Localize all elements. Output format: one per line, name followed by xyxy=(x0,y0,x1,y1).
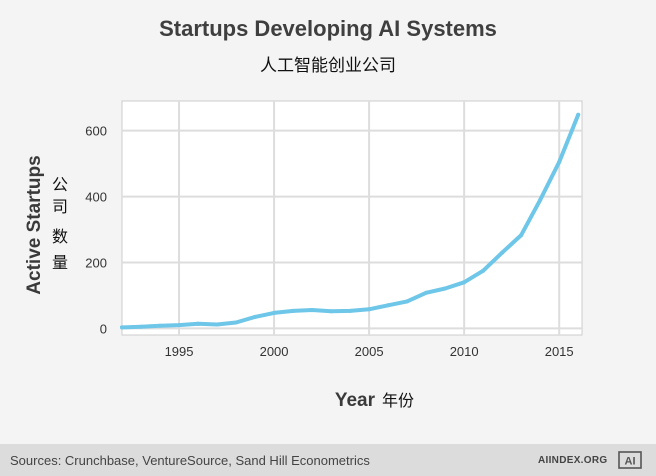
data-point-2008 xyxy=(424,290,429,295)
y-tick-label-200: 200 xyxy=(85,255,107,270)
y-axis-label-chinese: 公司数量 xyxy=(52,175,68,272)
data-point-1999 xyxy=(253,314,258,319)
data-point-1998 xyxy=(234,320,238,325)
data-point-2003 xyxy=(329,309,334,314)
line-chart: 1995 2000 2005 2010 2015 0 200 400 600 Active St… xyxy=(24,100,583,411)
data-point-2013 xyxy=(519,233,524,238)
site-link[interactable]: AIINDEX.ORG xyxy=(538,455,608,466)
x-tick-label-2010: 2010 xyxy=(450,344,479,359)
data-point-2004 xyxy=(348,308,353,313)
chart-title: Startups Developing AI Systems xyxy=(159,16,497,41)
data-point-2016 xyxy=(576,112,581,117)
data-point-2010 xyxy=(462,280,467,285)
y-tick-label-0: 0 xyxy=(100,321,107,336)
data-point-2014 xyxy=(538,197,543,202)
grid-lines xyxy=(122,101,582,335)
y-tick-label-400: 400 xyxy=(85,190,107,205)
data-point-2005 xyxy=(367,307,372,312)
y-axis-label: Active Startups xyxy=(24,155,45,294)
data-point-1997 xyxy=(215,322,219,327)
y-tick-label-600: 600 xyxy=(85,124,107,139)
data-point-1995 xyxy=(177,323,181,328)
data-point-2007 xyxy=(405,299,410,304)
data-points xyxy=(120,112,581,330)
data-point-2006 xyxy=(386,303,391,308)
data-point-2002 xyxy=(310,308,315,312)
data-point-2000 xyxy=(272,310,277,315)
x-tick-label-2000: 2000 xyxy=(260,344,289,359)
ai-index-logo-icon: AI xyxy=(618,451,642,469)
x-tick-label-2005: 2005 xyxy=(355,344,384,359)
footer-bar: Sources: Crunchbase, VentureSource, Sand… xyxy=(0,444,656,476)
data-point-1994 xyxy=(158,323,162,328)
x-axis-label: Year xyxy=(335,390,376,411)
data-point-2012 xyxy=(500,250,505,255)
svg-text:AI: AI xyxy=(625,456,636,468)
data-point-2011 xyxy=(481,268,486,273)
data-point-2009 xyxy=(443,286,448,291)
tick-labels: 1995 2000 2005 2010 2015 0 200 400 600 xyxy=(85,124,573,359)
data-point-1993 xyxy=(139,324,143,329)
plot-area xyxy=(121,100,583,336)
chart-subtitle: 人工智能创业公司 xyxy=(260,56,396,76)
sources-note: Sources: Crunchbase, VentureSource, Sand… xyxy=(10,453,370,468)
data-point-1996 xyxy=(196,321,200,326)
x-axis-label-chinese: 年份 xyxy=(382,391,414,410)
data-point-1992 xyxy=(120,325,124,330)
x-tick-label-2015: 2015 xyxy=(545,344,574,359)
data-point-2001 xyxy=(291,308,296,313)
x-tick-label-1995: 1995 xyxy=(165,344,194,359)
data-point-2015 xyxy=(557,160,562,164)
